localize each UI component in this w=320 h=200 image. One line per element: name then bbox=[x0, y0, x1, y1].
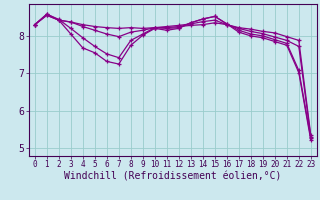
X-axis label: Windchill (Refroidissement éolien,°C): Windchill (Refroidissement éolien,°C) bbox=[64, 172, 282, 182]
